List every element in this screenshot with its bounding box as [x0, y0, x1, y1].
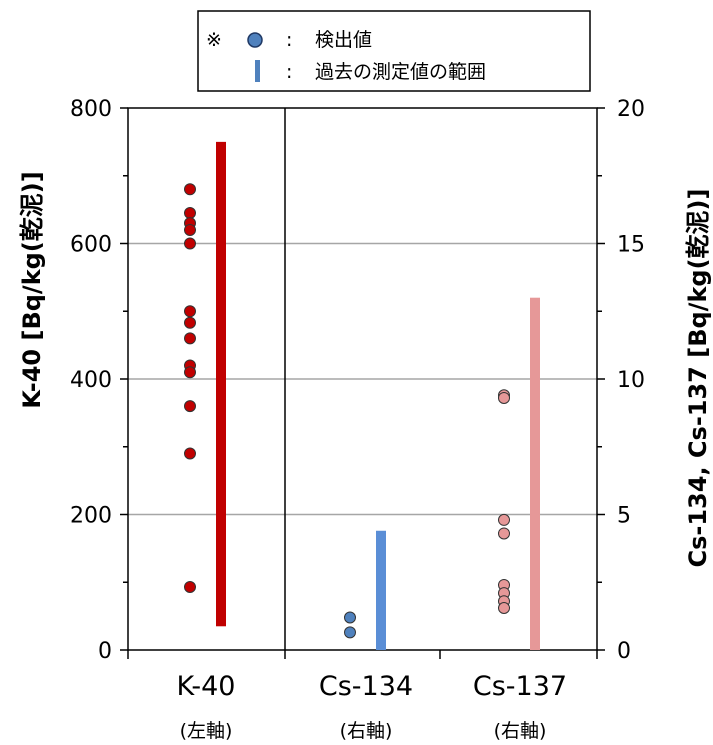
- data-point-cs-134: [344, 611, 356, 624]
- data-point-k-40: [184, 223, 196, 236]
- right-tick-label: 20: [617, 97, 645, 122]
- left-tick-label: 200: [70, 504, 112, 529]
- legend-label-range: 過去の測定値の範囲: [315, 61, 486, 83]
- tick-labels: 0 200 400 600 800 0 5 10 15 20: [70, 97, 645, 664]
- range-bars: [216, 141, 540, 650]
- left-axis-title: K-40 [Bq/kg(乾泥)]: [18, 171, 46, 408]
- data-point-cs-137: [498, 601, 510, 614]
- right-tick-label: 15: [617, 233, 645, 258]
- left-tick-label: 600: [70, 233, 112, 258]
- data-point-cs-137: [498, 527, 510, 540]
- data-point-k-40: [184, 332, 196, 345]
- legend-label-detected: 検出値: [315, 29, 372, 51]
- legend-sep-2: :: [286, 61, 292, 83]
- data-point-k-40: [184, 580, 196, 593]
- data-point-k-40: [184, 207, 196, 220]
- data-point-k-40: [184, 400, 196, 413]
- right-tick-label: 10: [617, 368, 645, 393]
- data-point-cs-137: [498, 513, 510, 526]
- legend-circle-icon: [247, 32, 263, 48]
- right-axis-title: Cs-134, Cs-137 [Bq/kg(乾泥)]: [684, 189, 712, 568]
- legend: ※ : 検出値 : 過去の測定値の範囲: [197, 10, 591, 92]
- category-label: Cs-137: [473, 671, 567, 702]
- right-tick-label: 0: [617, 639, 631, 664]
- left-tick-label: 400: [70, 368, 112, 393]
- data-point-k-40: [184, 316, 196, 329]
- category-axis-note: (右軸): [340, 720, 393, 742]
- category-axis-note: (左軸): [180, 720, 233, 742]
- left-tick-label: 0: [98, 639, 112, 664]
- gridlines: [128, 242, 597, 516]
- data-points: [184, 183, 510, 639]
- legend-bar-icon: [255, 60, 260, 82]
- data-point-k-40: [184, 447, 196, 460]
- category-axis-note: (右軸): [494, 720, 547, 742]
- range-bar-k-40: [216, 141, 226, 627]
- range-bar-cs-137: [530, 297, 540, 650]
- axis-ticks: [120, 107, 605, 659]
- left-tick-label: 800: [70, 97, 112, 122]
- category-label: K-40: [177, 671, 236, 702]
- right-tick-label: 5: [617, 504, 631, 529]
- range-bar-cs-134: [376, 530, 386, 650]
- data-point-k-40: [184, 183, 196, 196]
- data-point-cs-137: [498, 391, 510, 404]
- legend-sep-1: :: [286, 29, 292, 51]
- data-point-k-40: [184, 237, 196, 250]
- data-point-k-40: [184, 366, 196, 379]
- category-labels: K-40 (左軸) Cs-134 (右軸) Cs-137 (右軸): [177, 671, 568, 742]
- data-point-k-40: [184, 305, 196, 318]
- category-label: Cs-134: [319, 671, 413, 702]
- data-point-cs-134: [344, 626, 356, 639]
- legend-mark: ※: [206, 29, 222, 51]
- legend-box: [197, 10, 591, 92]
